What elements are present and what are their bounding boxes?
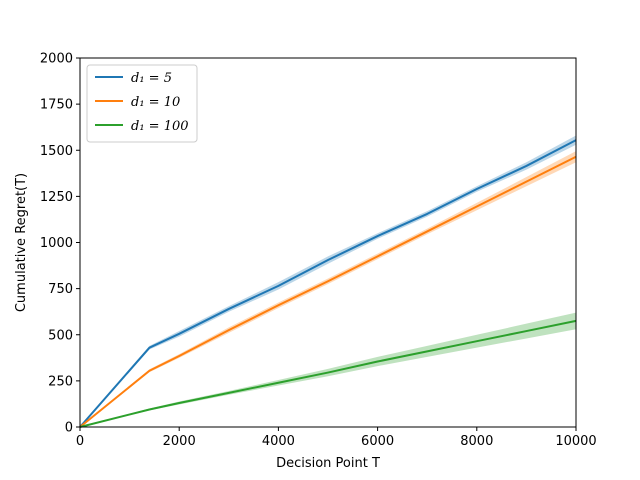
legend: d₁ = 5 d₁ = 10 d₁ = 100 (86, 64, 198, 143)
y-tick-label: 1250 (40, 190, 73, 205)
y-tick-label: 1000 (40, 236, 73, 251)
series-lines (79, 139, 577, 428)
x-tick-label: 0 (76, 434, 84, 449)
y-tick-label: 500 (48, 328, 73, 343)
y-tick-label: 0 (65, 421, 73, 436)
y-axis-label: Cumulative Regret(T) (14, 173, 29, 312)
y-tick-label: 1750 (40, 98, 73, 113)
y-axis-ticks: 0 250 500 750 1000 1250 1500 1750 2000 (40, 52, 80, 436)
x-axis-label: Decision Point T (276, 456, 380, 471)
x-tick-label: 8000 (460, 434, 493, 449)
x-axis-ticks: 0 2000 4000 6000 8000 10000 (76, 427, 597, 449)
legend-label-1: d₁ = 5 (131, 71, 172, 86)
series-band-1 (80, 135, 576, 428)
y-tick-label: 750 (48, 282, 73, 297)
series-line-2 (79, 155, 577, 428)
series-line-1 (79, 139, 577, 428)
legend-label-2: d₁ = 10 (131, 95, 180, 110)
series-line-3 (79, 319, 577, 428)
legend-box (86, 64, 198, 143)
x-tick-label: 10000 (555, 434, 596, 449)
series-band-2 (80, 151, 576, 428)
y-tick-label: 2000 (40, 52, 73, 67)
legend-label-3: d₁ = 100 (131, 119, 189, 134)
y-tick-label: 250 (48, 374, 73, 389)
x-tick-label: 4000 (262, 434, 295, 449)
x-tick-label: 2000 (163, 434, 196, 449)
y-tick-label: 1500 (40, 144, 73, 159)
x-tick-label: 6000 (361, 434, 394, 449)
